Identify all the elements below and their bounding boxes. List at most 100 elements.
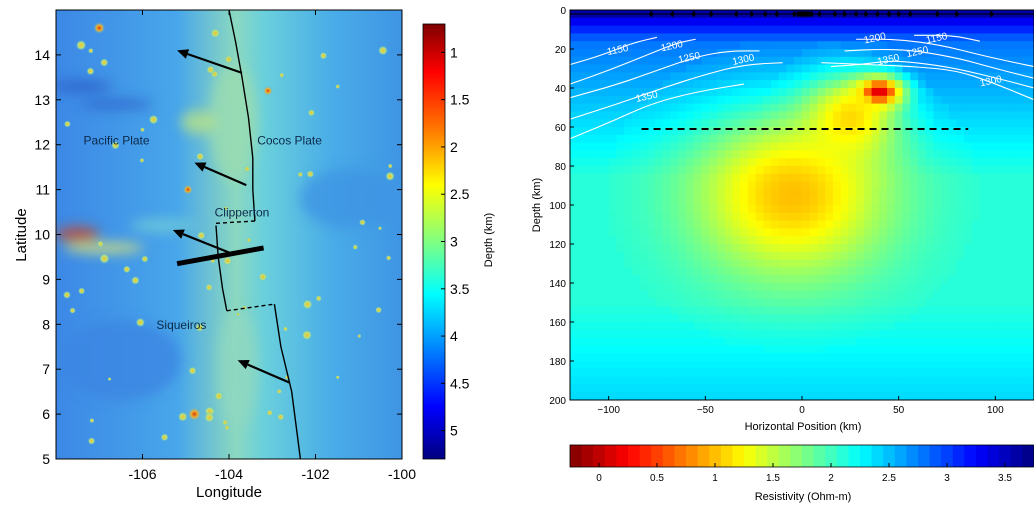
resistivity-cell [693, 322, 703, 331]
resistivity-cell [701, 150, 710, 159]
resistivity-cell [778, 205, 788, 214]
resistivity-cell [863, 56, 873, 66]
resistivity-cell [848, 166, 857, 175]
resistivity-cell [577, 236, 587, 245]
resistivity-cell [817, 33, 826, 42]
resistivity-cell [972, 142, 981, 151]
resistivity-cell [701, 173, 710, 183]
resistivity-cell [856, 173, 865, 183]
resistivity-cell [948, 251, 958, 261]
resistivity-cell [925, 306, 935, 315]
resistivity-cell [639, 64, 648, 73]
colorbar-tick-label: 2.5 [882, 473, 896, 484]
resistivity-cell [600, 72, 610, 81]
resistivity-cell [941, 197, 950, 206]
resistivity-cell [716, 95, 726, 105]
resistivity-cell [577, 361, 587, 370]
resistivity-cell [1026, 127, 1034, 136]
resistivity-cell [817, 220, 826, 229]
resistivity-cell [925, 236, 935, 245]
resistivity-cell [624, 314, 633, 323]
resistivity-cell [956, 212, 965, 222]
resistivity-cell [995, 56, 1004, 66]
resistivity-cell [794, 56, 803, 66]
resistivity-cell [910, 173, 919, 183]
resistivity-cell [647, 103, 656, 112]
resistivity-cell [701, 56, 710, 66]
resistivity-cell [747, 142, 757, 151]
resistivity-cell [848, 88, 857, 97]
resistivity-cell [863, 259, 873, 268]
resistivity-cell [871, 56, 880, 66]
resistivity-cell [686, 119, 695, 128]
resistivity-cell [887, 134, 896, 144]
seamount [99, 58, 109, 67]
resistivity-cell [956, 329, 965, 339]
resistivity-cell [600, 134, 610, 144]
resistivity-cell [1018, 329, 1027, 339]
resistivity-cell [631, 228, 641, 237]
resistivity-cell [871, 306, 880, 315]
resistivity-cell [647, 142, 656, 151]
resistivity-cell [832, 337, 842, 346]
resistivity-cell [693, 283, 703, 292]
resistivity-cell [879, 41, 888, 50]
resistivity-cell [825, 212, 834, 222]
colorbar-cell [686, 445, 699, 467]
resistivity-cell [747, 283, 757, 292]
resistivity-cell [794, 80, 803, 89]
resistivity-cell [979, 290, 989, 300]
resistivity-cell [631, 322, 641, 331]
resistivity-cell [631, 150, 641, 159]
resistivity-cell [894, 251, 904, 261]
resistivity-cell [856, 368, 865, 378]
resistivity-cell [763, 322, 772, 331]
resistivity-cell [786, 314, 795, 323]
resistivity-cell [894, 259, 904, 268]
resistivity-cell [856, 392, 865, 400]
resistivity-cell [585, 329, 594, 339]
resistivity-cell [678, 205, 687, 214]
resistivity-cell [577, 25, 587, 34]
texture-blob [209, 62, 258, 183]
resistivity-cell [755, 158, 764, 167]
resistivity-cell [647, 322, 656, 331]
resistivity-cell [724, 329, 733, 339]
resistivity-cell [879, 25, 888, 34]
resistivity-cell [894, 80, 904, 89]
resistivity-cell [577, 134, 587, 144]
resistivity-cell [941, 329, 950, 339]
resistivity-cell [662, 259, 672, 268]
resistivity-cell [825, 80, 834, 89]
large-seamount [93, 21, 106, 34]
resistivity-cell [786, 392, 795, 400]
resistivity-cell [995, 134, 1004, 144]
resistivity-cell [817, 72, 826, 81]
resistivity-cell [863, 384, 873, 393]
resistivity-cell [902, 103, 911, 112]
resistivity-cell [987, 142, 996, 151]
resistivity-cell [570, 306, 579, 315]
resistivity-cell [1026, 353, 1034, 362]
resistivity-cell [577, 322, 587, 331]
resistivity-cell [840, 368, 849, 378]
resistivity-cell [585, 189, 594, 198]
resistivity-cell [887, 127, 896, 136]
resistivity-cell [771, 228, 780, 237]
resistivity-cell [786, 322, 795, 331]
resistivity-cell [1003, 25, 1012, 34]
resistivity-cell [600, 314, 610, 323]
resistivity-cell [585, 205, 594, 214]
resistivity-cell [964, 119, 973, 128]
resistivity-cell [832, 283, 842, 292]
resistivity-cell [755, 150, 764, 159]
resistivity-cell [585, 80, 594, 89]
resistivity-cell [925, 361, 935, 370]
resistivity-cell [570, 212, 579, 222]
texture-blob [130, 218, 199, 233]
resistivity-cell [809, 220, 819, 229]
resistivity-cell [709, 251, 718, 261]
resistivity-cell [856, 212, 865, 222]
ridge-axes [215, 10, 302, 459]
resistivity-cell [616, 189, 625, 198]
